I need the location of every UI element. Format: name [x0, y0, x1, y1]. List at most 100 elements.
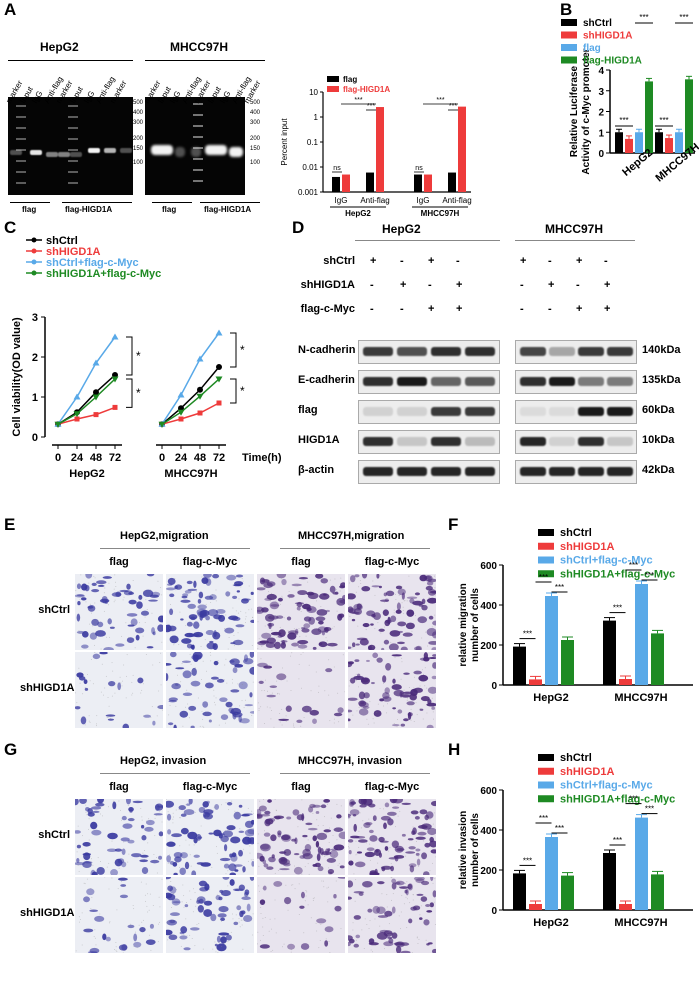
chart-c-xtick-label: 24: [71, 452, 84, 464]
micro-pore: [337, 692, 339, 694]
micro-cell: [420, 896, 428, 902]
micro-pore: [406, 898, 408, 900]
micro-cell: [396, 602, 401, 611]
micro-cell: [397, 709, 403, 714]
micro-pore: [148, 818, 150, 820]
micro-pore: [232, 584, 234, 586]
micro-pore: [251, 616, 253, 618]
chart-h-legend-swatch: [538, 781, 554, 789]
blot-band: [431, 407, 461, 416]
micro-cell: [229, 872, 236, 875]
micro-cell: [140, 854, 149, 858]
micro-cell: [336, 814, 342, 819]
micro-pore: [125, 697, 127, 699]
chart-a-sig-label: ***: [354, 97, 362, 104]
micro-pore: [122, 599, 124, 601]
micro-image: [257, 652, 345, 728]
micro-pore: [273, 726, 275, 728]
micro-cell: [307, 827, 318, 831]
micro-pore: [271, 615, 273, 617]
micro-pore: [410, 708, 412, 710]
chart-f-ylabel: number of cells: [470, 588, 481, 662]
micro-pore: [109, 921, 111, 923]
micro-pore: [133, 908, 135, 910]
micro-pore: [77, 864, 79, 866]
micro-pore: [259, 939, 261, 941]
gel-group-label: flag: [162, 205, 177, 214]
micro-pore: [191, 937, 193, 939]
micro-pore: [250, 859, 252, 861]
micro-cell: [338, 613, 345, 618]
chart-a-xtick-label: IgG: [417, 196, 430, 205]
micro-image: [75, 574, 163, 650]
chart-b-ytick-label: 4: [598, 66, 604, 77]
micro-pore: [180, 681, 182, 683]
micro-pore: [328, 694, 330, 696]
micro-pore: [364, 918, 366, 920]
micro-pore: [141, 689, 143, 691]
blot-strip-mhcc: [515, 400, 637, 424]
micro-cell: [366, 610, 376, 617]
micro-cell: [190, 725, 195, 728]
micro-cell: [184, 904, 189, 908]
micro-pore: [225, 658, 227, 660]
micro-pore: [89, 680, 91, 682]
micro-cell: [281, 834, 291, 841]
micro-cell: [390, 865, 395, 872]
micro-pore: [111, 662, 113, 664]
micro-pore: [159, 627, 161, 629]
micro-pore: [406, 699, 408, 701]
chart-f-bar: [529, 679, 542, 685]
micro-row-label: shCtrl: [38, 604, 70, 616]
gel-hepg2-underline: [8, 60, 133, 61]
micro-cell: [309, 709, 319, 716]
micro-pore: [326, 887, 328, 889]
micro-cell: [352, 814, 357, 817]
micro-pore: [186, 935, 188, 937]
micro-pore: [284, 575, 286, 577]
micro-cell: [179, 852, 188, 859]
micro-pore: [241, 578, 243, 580]
micro-pore: [234, 576, 236, 578]
micro-pore: [376, 711, 378, 713]
chart-b-sig-label: ***: [639, 13, 648, 22]
micro-pore: [223, 941, 225, 943]
micro-pore: [181, 662, 183, 664]
chart-c-point: [112, 404, 118, 410]
micro-pore: [324, 855, 326, 857]
micro-pore: [429, 818, 431, 820]
micro-pore: [131, 817, 133, 819]
micro-pore: [391, 932, 393, 934]
micro-pore: [321, 854, 323, 856]
micro-pore: [175, 682, 177, 684]
chart-f-legend-swatch: [538, 529, 554, 536]
micro-cell: [178, 805, 186, 811]
micro-pore: [89, 603, 91, 605]
blot-band: [465, 437, 495, 446]
chart-f-legend-label: shCtrl+flag-c-Myc: [560, 555, 653, 567]
micro-cell: [348, 839, 354, 843]
micro-cell: [128, 599, 137, 605]
micro-cell: [229, 853, 234, 858]
micro-cell: [405, 622, 415, 630]
micro-pore: [199, 725, 201, 727]
micro-pore: [158, 857, 160, 859]
micro-pore: [355, 591, 357, 593]
micro-pore: [218, 724, 220, 726]
micro-pore: [257, 833, 259, 835]
micro-cell: [243, 914, 253, 922]
micro-pore: [336, 803, 338, 805]
micro-cell: [366, 847, 375, 852]
micro-pore: [403, 903, 405, 905]
micro-cell: [356, 603, 362, 610]
micro-pore: [400, 911, 402, 913]
micro-cell: [205, 578, 212, 586]
micro-pore: [321, 868, 323, 870]
micro-cell: [301, 628, 310, 633]
gel-ladder-band: [16, 171, 26, 173]
chart-a-legend-label: flag-HIGD1A: [343, 85, 390, 94]
micro-cell: [180, 827, 189, 835]
micro-cell: [190, 644, 195, 650]
micro-pore: [328, 841, 330, 843]
micro-cell: [129, 809, 133, 813]
